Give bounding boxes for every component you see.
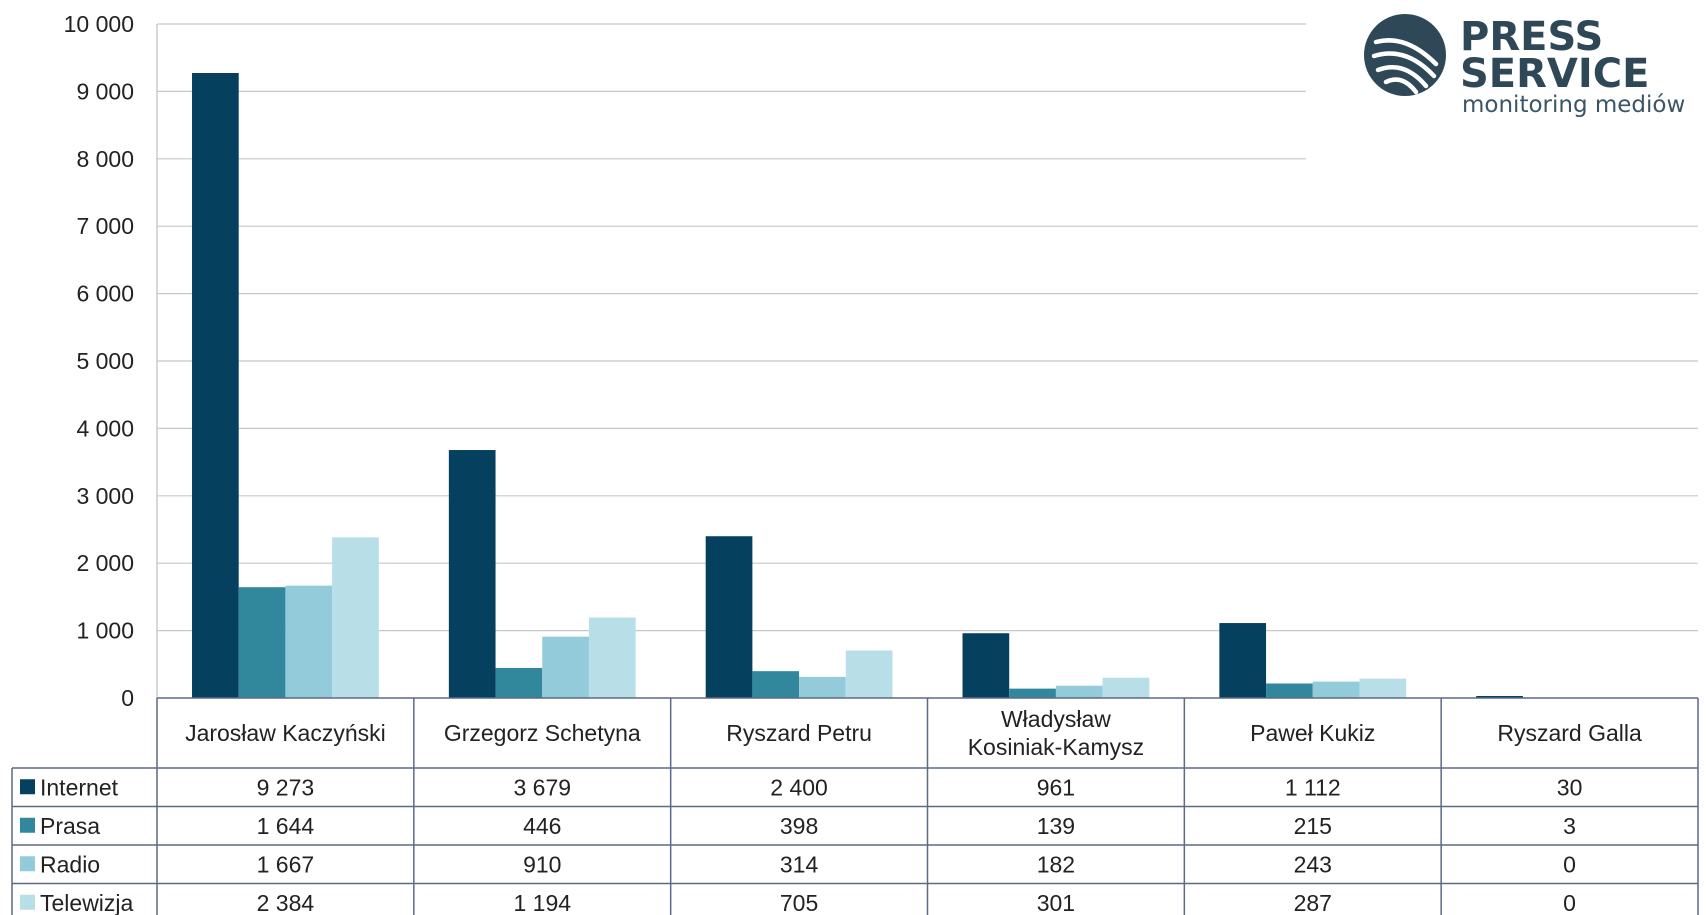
- table-cell: 0: [1563, 851, 1576, 877]
- bar-internet: [1476, 695, 1523, 698]
- y-tick-label: 1 000: [76, 618, 134, 644]
- table-cell: 1 644: [257, 813, 315, 839]
- table-cell: 314: [780, 851, 819, 877]
- table-cell: 2 384: [257, 890, 315, 915]
- table-cell: 910: [523, 851, 561, 877]
- category-label: Władysław: [1001, 706, 1111, 732]
- bar-telewizja: [845, 650, 893, 698]
- y-tick-label: 5 000: [76, 348, 134, 374]
- bar-telewizja: [1359, 678, 1407, 698]
- legend-label: Internet: [40, 774, 119, 800]
- legend-swatch-telewizja: [20, 894, 35, 910]
- data-table: Jarosław Kaczyński Grzegorz Schetyna Rysza…: [11, 697, 1699, 915]
- bar-radio: [1312, 681, 1360, 698]
- gridlines: [157, 23, 1698, 632]
- y-tick-label: 0: [121, 685, 134, 711]
- bar-radio: [799, 676, 846, 698]
- table-cell: 30: [1557, 774, 1583, 800]
- y-tick-label: 9 000: [76, 78, 134, 104]
- table-cell: 301: [1037, 890, 1075, 915]
- table-cell: 139: [1037, 813, 1075, 839]
- y-tick-label: 4 000: [76, 415, 134, 441]
- table-cell: 1 667: [257, 851, 315, 877]
- y-axis: 0 1 000 2 000 3 000 4 000 5 000 6 000 7 000 8 00…: [64, 11, 158, 711]
- table-cell: 1 194: [513, 890, 571, 915]
- logo-swoosh-icon: [1371, 38, 1439, 95]
- bar-internet: [448, 450, 496, 698]
- category-label: Jarosław Kaczyński: [185, 720, 386, 746]
- table-cell: 0: [1563, 890, 1576, 915]
- y-tick-label: 8 000: [76, 146, 134, 172]
- table-cell: 1 112: [1285, 774, 1341, 800]
- y-tick-label: 10 000: [64, 11, 134, 37]
- y-tick-label: 7 000: [76, 213, 134, 239]
- table-cell: 3 679: [513, 774, 571, 800]
- bar-radio: [285, 585, 333, 698]
- bar-telewizja: [588, 617, 636, 698]
- press-service-logo: PRESS SERVICE monitoring mediów: [1364, 14, 1685, 118]
- legend-label: Radio: [40, 851, 100, 877]
- bar-prasa: [752, 671, 800, 698]
- y-tick-label: 6 000: [76, 281, 134, 307]
- bar-prasa: [1266, 683, 1313, 698]
- table-cell: 243: [1294, 851, 1332, 877]
- category-label: Grzegorz Schetyna: [444, 720, 641, 746]
- legend-swatch-radio: [20, 856, 35, 872]
- table-cell: 961: [1037, 774, 1075, 800]
- category-label: Ryszard Petru: [726, 720, 872, 746]
- bar-internet: [705, 536, 753, 698]
- bar-radio: [542, 636, 589, 698]
- legend-label: Telewizja: [40, 890, 134, 915]
- table-cell: 287: [1294, 890, 1332, 915]
- y-tick-label: 3 000: [76, 483, 134, 509]
- table-cell: 3: [1563, 813, 1576, 839]
- bar-internet: [192, 72, 239, 698]
- bars: [192, 72, 1570, 698]
- legend-swatch-internet: [20, 779, 35, 795]
- category-label: Paweł Kukiz: [1250, 720, 1375, 746]
- bar-radio: [1055, 685, 1103, 698]
- category-label: Ryszard Galla: [1497, 720, 1642, 746]
- bar-telewizja: [1102, 677, 1150, 698]
- logo-service: SERVICE: [1460, 51, 1649, 97]
- table-cell: 705: [780, 890, 818, 915]
- table-cell: 9 273: [257, 774, 315, 800]
- legend-label: Prasa: [40, 813, 100, 839]
- category-label: Kosiniak-Kamysz: [968, 734, 1144, 760]
- logo-tagline: monitoring mediów: [1462, 92, 1685, 118]
- legend-swatch-prasa: [20, 817, 35, 833]
- bar-prasa: [495, 667, 543, 698]
- bar-prasa: [238, 587, 286, 698]
- table-cell: 2 400: [770, 774, 828, 800]
- bar-internet: [962, 633, 1010, 698]
- bar-internet: [1219, 623, 1267, 698]
- table-cell: 398: [780, 813, 818, 839]
- table-cell: 182: [1037, 851, 1075, 877]
- y-tick-label: 2 000: [76, 550, 134, 576]
- table-cell: 446: [523, 813, 561, 839]
- table-cell: 215: [1294, 813, 1332, 839]
- bar-prasa: [1009, 688, 1056, 698]
- bar-telewizja: [332, 537, 379, 698]
- logo-press: PRESS: [1460, 14, 1603, 60]
